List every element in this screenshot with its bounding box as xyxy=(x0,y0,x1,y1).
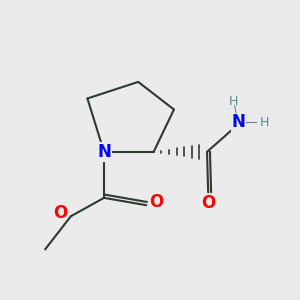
Text: N: N xyxy=(97,143,111,161)
Text: O: O xyxy=(149,193,164,211)
Text: H: H xyxy=(229,95,239,108)
Text: H: H xyxy=(260,116,269,129)
Text: N: N xyxy=(231,113,245,131)
Text: O: O xyxy=(201,194,215,212)
Text: O: O xyxy=(53,204,68,222)
